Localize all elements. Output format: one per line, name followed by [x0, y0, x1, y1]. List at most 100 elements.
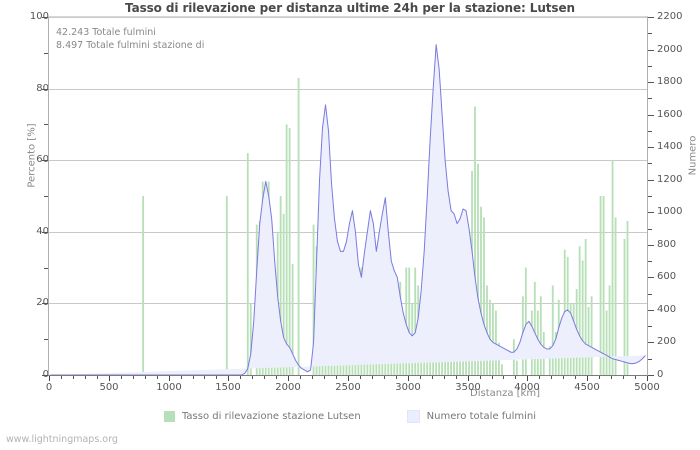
y2-tick-label: 0: [657, 369, 664, 380]
y-tick-label: 60: [36, 154, 49, 165]
x-tick-minor: [133, 376, 134, 379]
bar: [288, 127, 291, 375]
x-tick-minor: [384, 376, 385, 379]
x-tick-minor: [336, 376, 337, 379]
bar: [297, 77, 300, 375]
bar: [539, 296, 542, 375]
bar: [480, 206, 482, 375]
legend-swatch: [163, 411, 175, 422]
y2-tick-minor: [648, 66, 652, 67]
bar: [608, 285, 611, 375]
bar: [587, 306, 590, 375]
y2-tick-minor: [648, 359, 652, 360]
area-series-total-lightning: [50, 44, 646, 375]
y2-tick-minor: [648, 196, 652, 197]
bar: [623, 238, 626, 375]
y-tick-major: [42, 160, 48, 161]
legend-item[interactable]: Tasso di rilevazione stazione Lutsen: [163, 411, 361, 422]
y2-tick-major: [648, 245, 654, 246]
y2-tick-minor: [648, 229, 652, 230]
x-tick-minor: [599, 376, 600, 379]
x-tick-label: 2500: [335, 382, 361, 393]
y-tick-minor: [44, 339, 48, 340]
y2-tick-label: 2000: [657, 44, 683, 55]
x-tick-minor: [575, 376, 576, 379]
y2-tick-label: 1200: [657, 174, 683, 185]
bar: [578, 246, 581, 375]
bar: [477, 163, 479, 375]
x-tick-minor: [85, 376, 86, 379]
bar: [408, 267, 411, 375]
bar: [246, 153, 249, 375]
gridline: [49, 17, 647, 18]
y2-tick-label: 400: [657, 304, 677, 315]
bar: [249, 303, 252, 375]
x-tick-label: 0: [45, 382, 53, 393]
bar: [483, 217, 485, 375]
x-tick-major: [587, 376, 588, 381]
bar: [495, 310, 497, 375]
bar: [599, 196, 602, 375]
bar: [279, 196, 282, 375]
x-tick-minor: [204, 376, 205, 379]
x-tick-label: 1000: [156, 382, 182, 393]
x-tick-minor: [181, 376, 182, 379]
x-tick-minor: [611, 376, 612, 379]
y-tick-major: [42, 89, 48, 90]
y-tick-major: [42, 17, 48, 18]
bar: [551, 285, 554, 375]
bar: [225, 196, 228, 375]
x-tick-major: [288, 376, 289, 381]
chart-title: Tasso di rilevazione per distanza ultime…: [125, 1, 575, 15]
y-tick-minor: [44, 124, 48, 125]
x-tick-major: [348, 376, 349, 381]
legend-label: Numero totale fulmini: [426, 411, 537, 422]
x-tick-minor: [563, 376, 564, 379]
x-tick-major: [527, 376, 528, 381]
x-tick-minor: [396, 376, 397, 379]
bar: [584, 238, 587, 375]
x-tick-label: 4500: [574, 382, 600, 393]
y2-tick-major: [648, 277, 654, 278]
y2-tick-label: 600: [657, 271, 677, 282]
bar: [614, 217, 617, 375]
y2-tick-minor: [648, 261, 652, 262]
x-tick-minor: [240, 376, 241, 379]
bar: [581, 260, 584, 375]
y2-tick-label: 800: [657, 239, 677, 250]
x-tick-minor: [300, 376, 301, 379]
x-axis-label: Distanza [km]: [470, 388, 540, 399]
annotation-line-2: 8.497 Totale fulmini stazione di: [56, 40, 205, 51]
y-tick-major: [42, 232, 48, 233]
y2-tick-label: 1400: [657, 141, 683, 152]
bar: [590, 296, 593, 375]
y2-tick-major: [648, 82, 654, 83]
x-tick-minor: [623, 376, 624, 379]
x-tick-minor: [444, 376, 445, 379]
y-tick-label: 40: [36, 226, 49, 237]
x-tick-label: 3000: [395, 382, 421, 393]
y-tick-label: 100: [29, 11, 49, 22]
x-tick-minor: [145, 376, 146, 379]
y2-tick-major: [648, 180, 654, 181]
x-tick-minor: [539, 376, 540, 379]
bar: [492, 303, 494, 375]
x-tick-major: [49, 376, 50, 381]
y2-tick-minor: [648, 131, 652, 132]
legend-swatch: [406, 410, 420, 423]
x-tick-major: [228, 376, 229, 381]
x-tick-minor: [372, 376, 373, 379]
y2-tick-major: [648, 17, 654, 18]
x-tick-minor: [157, 376, 158, 379]
bar: [381, 357, 384, 375]
y-tick-minor: [44, 268, 48, 269]
bar: [486, 285, 488, 375]
x-tick-minor: [492, 376, 493, 379]
legend-item[interactable]: Numero totale fulmini: [406, 410, 537, 423]
x-tick-minor: [420, 376, 421, 379]
y2-tick-label: 1600: [657, 109, 683, 120]
x-tick-minor: [312, 376, 313, 379]
bar: [515, 360, 518, 375]
y-tick-minor: [44, 196, 48, 197]
